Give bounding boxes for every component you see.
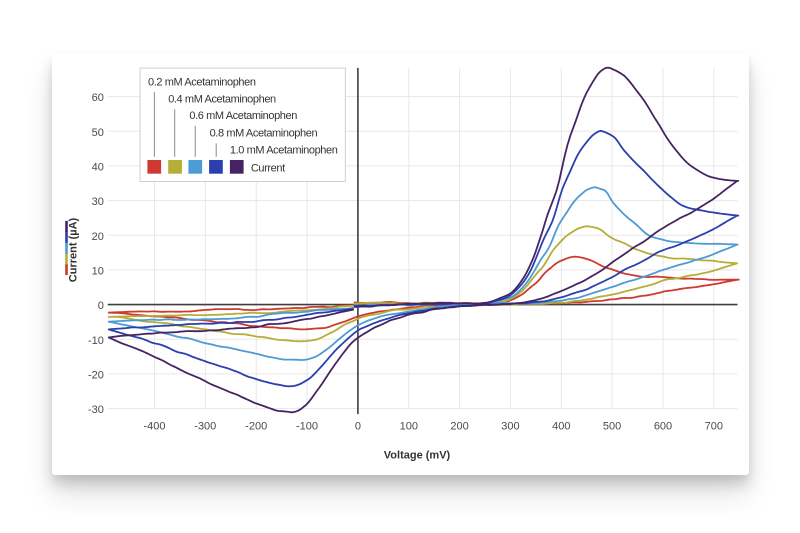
svg-text:-100: -100: [296, 421, 318, 433]
svg-text:0: 0: [98, 300, 104, 312]
svg-text:1.0 mM Acetaminophen: 1.0 mM Acetaminophen: [230, 144, 338, 156]
svg-text:-20: -20: [88, 369, 104, 381]
svg-text:-300: -300: [194, 421, 216, 433]
svg-text:-200: -200: [245, 421, 267, 433]
svg-text:-30: -30: [88, 404, 104, 416]
svg-text:0.8 mM Acetaminophen: 0.8 mM Acetaminophen: [210, 127, 318, 139]
svg-text:Current (µA): Current (µA): [67, 217, 79, 282]
svg-text:Voltage (mV): Voltage (mV): [384, 450, 451, 462]
svg-text:500: 500: [603, 421, 621, 433]
svg-text:50: 50: [92, 127, 104, 139]
svg-text:30: 30: [92, 196, 104, 208]
svg-text:-400: -400: [143, 421, 165, 433]
svg-text:Current: Current: [251, 163, 285, 175]
svg-text:600: 600: [654, 421, 672, 433]
svg-text:-10: -10: [88, 335, 104, 347]
svg-text:700: 700: [705, 421, 723, 433]
svg-text:300: 300: [501, 421, 519, 433]
svg-text:400: 400: [552, 421, 570, 433]
svg-text:20: 20: [92, 231, 104, 243]
svg-text:0.2 mM Acetaminophen: 0.2 mM Acetaminophen: [148, 77, 256, 89]
svg-text:0.4 mM Acetaminophen: 0.4 mM Acetaminophen: [168, 94, 276, 106]
svg-text:100: 100: [400, 421, 418, 433]
svg-text:10: 10: [92, 265, 104, 277]
svg-text:60: 60: [92, 92, 104, 104]
svg-text:0.6 mM Acetaminophen: 0.6 mM Acetaminophen: [189, 110, 297, 122]
svg-text:0: 0: [355, 421, 361, 433]
svg-text:40: 40: [92, 161, 104, 173]
svg-text:200: 200: [450, 421, 468, 433]
